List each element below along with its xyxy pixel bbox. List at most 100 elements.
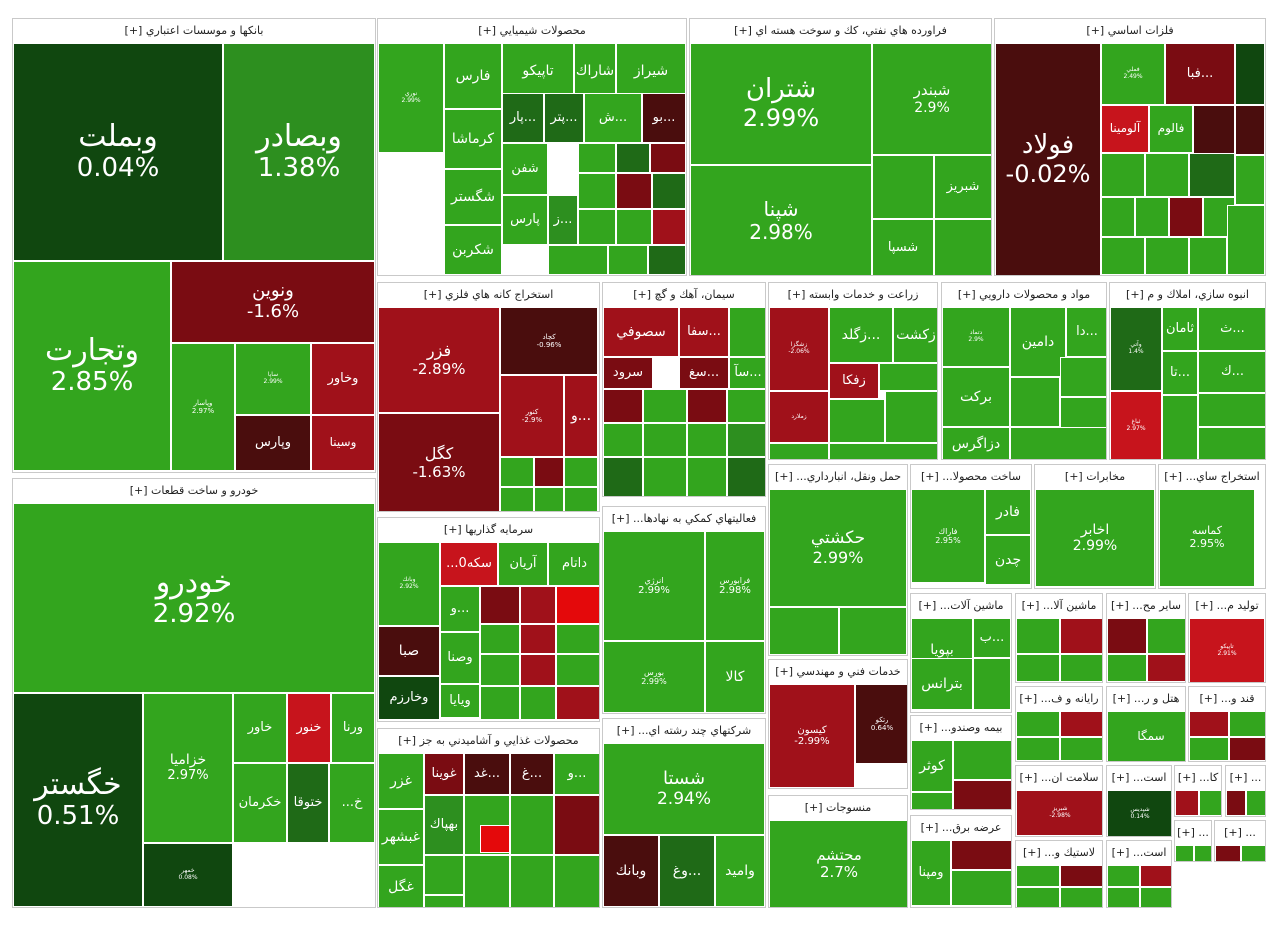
stock-tile[interactable]: ...ك [1198,351,1265,393]
stock-tile[interactable]: وپاسار 2.97% [171,343,235,471]
mini-stock-tile[interactable] [1227,205,1265,275]
stock-tile[interactable]: شاراك [574,43,616,99]
stock-tile[interactable]: آريان [498,542,548,586]
mini-stock-tile[interactable] [1145,237,1189,275]
sector-title[interactable]: زراعت و خدمات وابسته [+] [787,288,919,301]
stock-tile[interactable]: وبصادر 1.38% [223,43,375,261]
stock-tile[interactable]: دامين [1010,307,1066,377]
stock-tile[interactable]: ويايا [440,684,480,718]
mini-stock-tile[interactable] [652,209,686,245]
sector-title[interactable]: عرضه برق... [+] [920,821,1002,834]
sector-title[interactable]: است... [+] [1111,846,1167,859]
mini-stock-tile[interactable] [1016,654,1060,682]
stock-tile[interactable]: سصوفي [603,307,679,357]
stock-tile[interactable]: كماسه 2.95% [1159,489,1255,587]
mini-stock-tile[interactable] [603,423,643,457]
stock-tile[interactable]: كالا [705,641,765,713]
mini-stock-tile[interactable] [1198,427,1265,459]
mini-stock-tile[interactable] [1107,654,1147,682]
mini-stock-tile[interactable] [1107,865,1140,887]
sector-title[interactable]: استخراج كانه هاي فلزي [+] [423,288,554,301]
stock-tile[interactable]: خنور [287,693,331,763]
stock-tile[interactable]: اخابر 2.99% [1035,489,1155,587]
stock-tile[interactable]: ...وغ [659,835,715,907]
sector-title[interactable]: فراورده هاي نفتي، كك و سوخت هسته اي [+] [734,24,947,37]
mini-stock-tile[interactable] [1016,711,1060,737]
stock-tile[interactable]: ...سغ [679,357,729,389]
sector-title[interactable]: است... [+] [1111,771,1167,784]
mini-stock-tile[interactable] [1199,790,1221,816]
mini-stock-tile[interactable] [1162,395,1198,459]
stock-tile[interactable]: فرابورس 2.98% [705,531,765,641]
sector-title[interactable]: شركتهاي چند رشته اي... [+] [616,724,752,737]
mini-stock-tile[interactable] [885,391,937,443]
mini-stock-tile[interactable] [1194,845,1211,861]
mini-stock-tile[interactable] [500,487,534,511]
sector-title[interactable]: ماشين آلا... [+] [1021,599,1097,612]
stock-tile[interactable]: خ... [329,763,375,843]
mini-stock-tile[interactable] [1060,711,1102,737]
stock-tile[interactable]: وبانك 2.92% [378,542,440,626]
mini-stock-tile[interactable] [578,143,616,173]
stock-tile[interactable]: پارس [502,195,548,245]
mini-stock-tile[interactable] [1241,845,1265,861]
stock-tile[interactable]: سرود [603,357,653,389]
mini-stock-tile[interactable] [464,855,510,907]
mini-stock-tile[interactable] [616,209,652,245]
mini-stock-tile[interactable] [603,389,643,423]
stock-tile[interactable]: فملي 2.49% [1101,43,1165,105]
stock-tile[interactable]: ساپا 2.99% [235,343,311,415]
stock-tile[interactable]: شكربن [444,225,502,275]
mini-stock-tile[interactable] [769,607,839,655]
stock-tile[interactable]: ...تا [1162,351,1198,395]
sector-title[interactable]: ... [+] [1224,826,1256,839]
mini-stock-tile[interactable] [1010,427,1106,459]
mini-stock-tile[interactable] [879,363,937,391]
mini-stock-tile[interactable] [729,307,765,357]
sector-title[interactable]: سلامت ان... [+] [1019,771,1099,784]
mini-stock-tile[interactable] [911,792,953,809]
stock-tile[interactable]: وبملت 0.04% [13,43,223,261]
stock-tile[interactable]: شيراز [616,43,686,99]
mini-stock-tile[interactable] [616,173,652,209]
stock-tile[interactable]: وصنا [440,632,480,684]
mini-stock-tile[interactable] [1060,887,1102,907]
stock-tile[interactable]: ...غ [510,753,554,795]
stock-tile[interactable]: ...سفا [679,307,729,357]
stock-tile[interactable]: ...و [440,586,480,632]
stock-tile[interactable]: ثباغ 2.97% [1110,391,1162,459]
mini-stock-tile[interactable] [973,658,1011,710]
stock-tile[interactable]: آلومينا [1101,105,1149,153]
mini-stock-tile[interactable] [1060,654,1102,682]
mini-stock-tile[interactable] [1060,357,1106,397]
stock-tile[interactable]: داتام [548,542,599,586]
mini-stock-tile[interactable] [839,607,907,655]
stock-tile[interactable]: واميد [715,835,765,907]
mini-stock-tile[interactable] [1145,153,1189,197]
mini-stock-tile[interactable] [872,155,934,219]
mini-stock-tile[interactable] [1147,618,1185,654]
mini-stock-tile[interactable] [1235,105,1265,155]
sector-title[interactable]: فعاليتهاي كمكي به نهادها... [+] [611,512,757,525]
mini-stock-tile[interactable] [1016,618,1060,654]
stock-tile[interactable]: كچاد -0.96% [500,307,598,375]
stock-tile[interactable]: خاور [233,693,287,763]
stock-tile[interactable]: زكشت [893,307,937,363]
stock-tile[interactable]: ...فبا [1165,43,1235,105]
mini-stock-tile[interactable] [424,895,464,907]
stock-tile[interactable]: ...غد [464,753,510,795]
stock-tile[interactable]: وبانك [603,835,659,907]
stock-tile[interactable]: كگل -1.63% [378,413,500,511]
mini-stock-tile[interactable] [564,487,598,511]
stock-tile[interactable]: كنور -2.9% [500,375,564,457]
stock-tile[interactable]: شبريز -2.98% [1016,790,1102,836]
mini-stock-tile[interactable] [648,245,686,275]
stock-tile[interactable]: وخارزم [378,676,440,720]
stock-tile[interactable]: خمهر 0.08% [143,843,233,907]
stock-tile[interactable]: شفن [502,143,548,195]
stock-tile[interactable]: ...ز [548,195,578,245]
sector-title[interactable]: مخابرات [+] [1064,470,1126,483]
mini-stock-tile[interactable] [556,586,599,624]
sector-title[interactable]: مواد و محصولات دارويي [+] [957,288,1091,301]
mini-stock-tile[interactable] [1246,790,1265,816]
